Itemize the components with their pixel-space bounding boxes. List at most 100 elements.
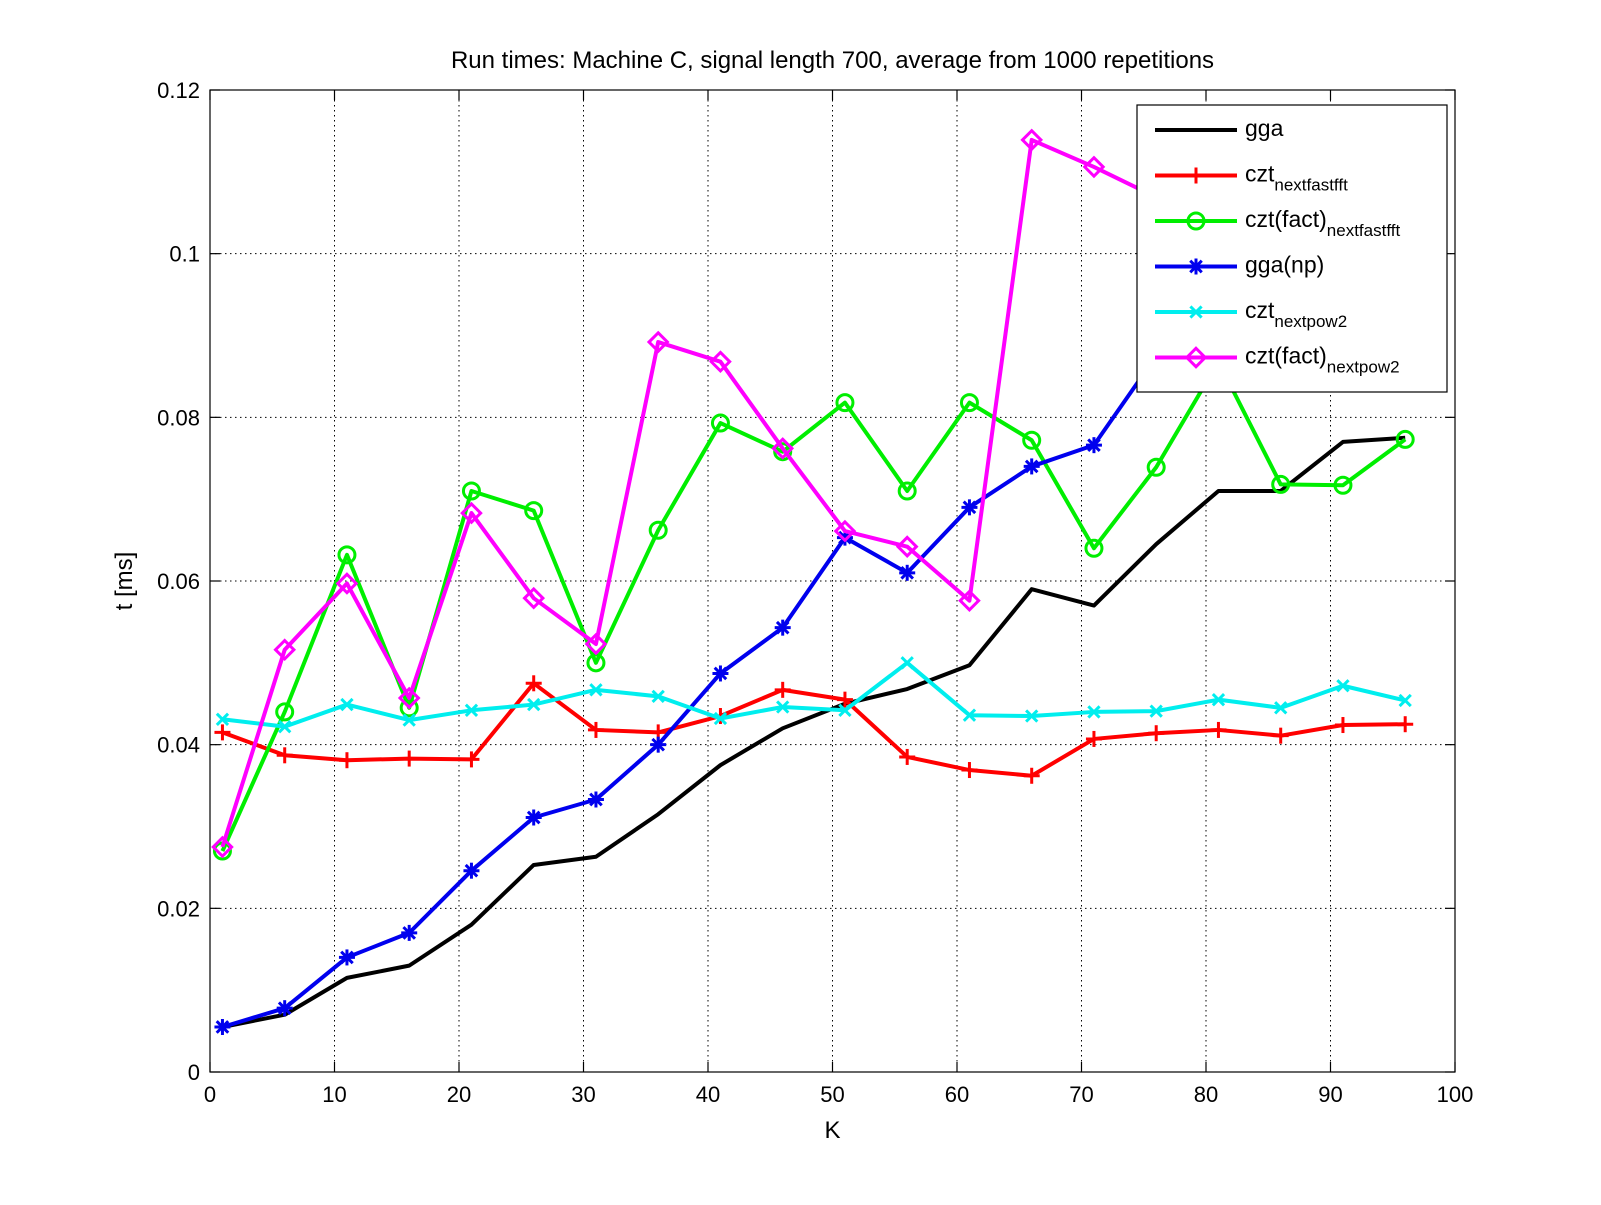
- data-point: [335, 572, 359, 595]
- x-tick-label: 10: [322, 1082, 346, 1107]
- x-marker: [1211, 692, 1226, 707]
- diamond-marker: [211, 835, 234, 859]
- data-point: [397, 686, 421, 710]
- diamond-marker: [584, 632, 608, 656]
- chart-title: Run times: Machine C, signal length 700,…: [451, 47, 1214, 74]
- data-point: [527, 697, 541, 712]
- data-point: [958, 589, 981, 612]
- series-1: [214, 675, 1414, 784]
- legend-entry: gga(np): [1155, 252, 1324, 278]
- data-point: [899, 564, 916, 581]
- legend-label-main: czt: [1245, 161, 1275, 187]
- data-point: [1148, 725, 1165, 742]
- data-point: [650, 736, 667, 753]
- data-point: [215, 712, 230, 726]
- data-point: [273, 638, 297, 662]
- data-point: [1336, 679, 1350, 693]
- circle-marker: [835, 393, 855, 413]
- data-point: [713, 711, 728, 726]
- data-point: [211, 835, 234, 859]
- circle-marker: [1186, 211, 1206, 231]
- star-marker: [900, 565, 915, 580]
- star-marker: [402, 926, 417, 940]
- data-point: [278, 720, 292, 734]
- legend-label-subscript: nextfastfft: [1327, 221, 1401, 240]
- data-point: [214, 724, 231, 741]
- diamond-marker: [1184, 346, 1208, 369]
- data-point: [1271, 474, 1291, 494]
- data-point: [648, 520, 668, 540]
- data-point: [464, 703, 479, 717]
- data-point: [1084, 538, 1104, 558]
- star-marker: [651, 737, 666, 752]
- x-tick-label: 100: [1437, 1082, 1474, 1107]
- x-tick-label: 70: [1069, 1082, 1093, 1107]
- data-point: [401, 924, 418, 941]
- data-point: [1022, 430, 1042, 450]
- x-marker: [589, 683, 603, 697]
- data-point: [833, 519, 857, 543]
- circle-marker: [461, 481, 481, 501]
- data-point: [1397, 716, 1414, 733]
- legend-label-subscript: nextfastfft: [1274, 176, 1348, 195]
- x-tick-label: 20: [447, 1082, 471, 1107]
- legend-label-main: czt(fact): [1245, 343, 1327, 369]
- diamond-marker: [1020, 128, 1044, 152]
- data-point: [338, 752, 355, 769]
- x-marker: [1189, 305, 1203, 319]
- data-point: [1272, 727, 1289, 744]
- legend-entry: gga: [1155, 115, 1284, 141]
- legend-label-main: gga: [1245, 115, 1284, 141]
- data-point: [900, 656, 914, 670]
- data-point: [1087, 705, 1101, 719]
- star-marker: [340, 950, 354, 965]
- data-point: [337, 545, 357, 565]
- x-marker: [215, 712, 230, 726]
- x-tick-label: 30: [571, 1082, 595, 1107]
- series-line: [222, 435, 1406, 1029]
- x-marker: [1149, 704, 1163, 718]
- data-point: [587, 721, 604, 738]
- circle-marker: [1022, 430, 1042, 450]
- x-marker: [1087, 705, 1101, 719]
- data-point: [771, 437, 795, 460]
- x-tick-label: 60: [945, 1082, 969, 1107]
- data-point: [1210, 721, 1227, 738]
- data-point: [1274, 701, 1288, 715]
- legend-label: gga(np): [1245, 252, 1324, 278]
- star-marker: [1189, 259, 1203, 274]
- diamond-marker: [833, 519, 857, 543]
- legend-entry: cztnextfastfft: [1155, 161, 1348, 195]
- x-marker: [713, 711, 728, 726]
- star-marker: [962, 500, 977, 515]
- data-point: [776, 700, 790, 714]
- data-point: [524, 501, 544, 521]
- star-marker: [215, 1020, 230, 1034]
- series-line: [221, 681, 1406, 778]
- x-marker: [1336, 679, 1350, 693]
- data-point: [522, 586, 546, 610]
- diamond-marker: [771, 437, 795, 460]
- data-point: [463, 862, 480, 879]
- data-point: [774, 681, 791, 698]
- data-point: [525, 675, 542, 692]
- diamond-marker: [895, 535, 919, 558]
- x-tick-label: 0: [204, 1082, 216, 1107]
- data-point: [1146, 457, 1166, 477]
- y-tick-label: 0.08: [157, 405, 200, 430]
- data-point: [1395, 429, 1415, 449]
- data-point: [214, 1018, 231, 1035]
- data-point: [712, 665, 729, 682]
- circle-marker: [275, 702, 295, 722]
- legend-label: gga: [1245, 115, 1284, 141]
- y-tick-label: 0.12: [157, 78, 200, 103]
- circle-marker: [1084, 538, 1104, 558]
- x-tick-label: 40: [696, 1082, 720, 1107]
- x-marker: [962, 708, 977, 722]
- y-axis-title: t [ms]: [111, 552, 138, 611]
- diamond-marker: [460, 501, 483, 525]
- data-point: [1082, 155, 1106, 179]
- y-tick-label: 0.02: [157, 896, 200, 921]
- data-point: [1334, 717, 1351, 734]
